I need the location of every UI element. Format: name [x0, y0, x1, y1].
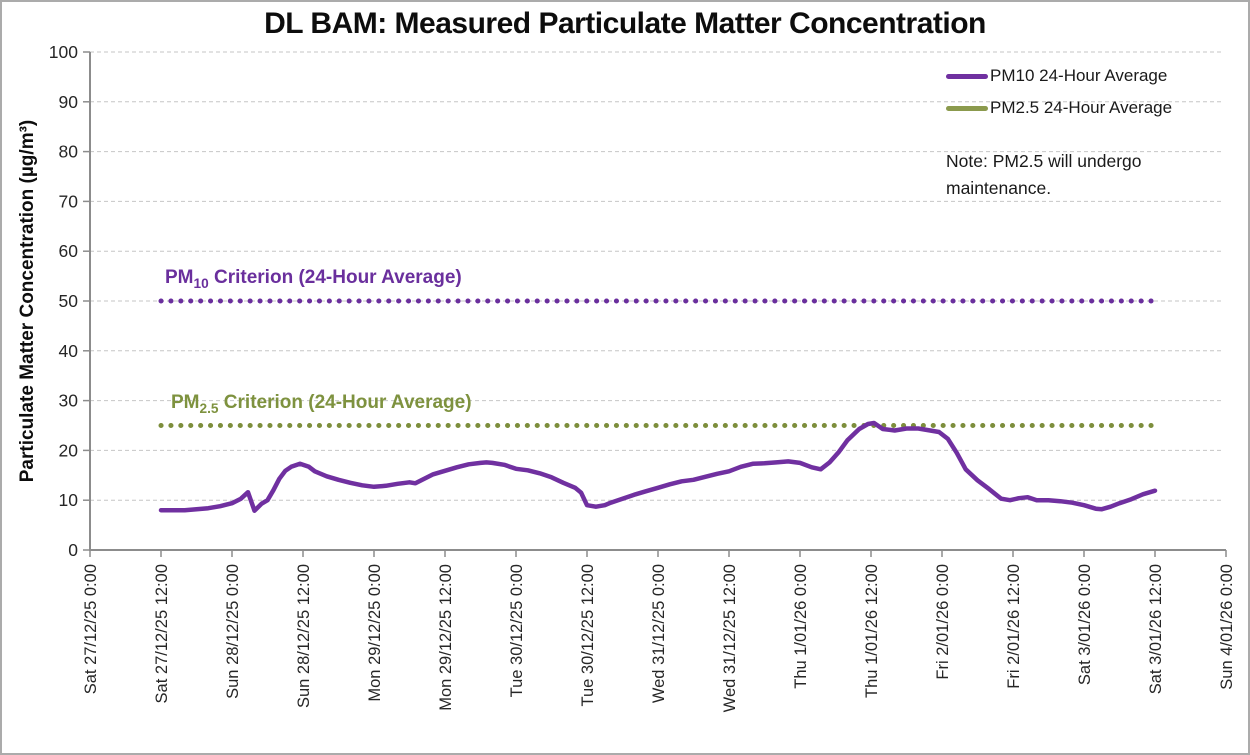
- pm25-criterion-prefix: PM: [171, 392, 200, 413]
- x-tick-label: Sun 28/12/25 12:00: [295, 564, 313, 708]
- y-tick-label: 70: [59, 191, 79, 211]
- x-tick-label: Thu 1/01/26 0:00: [792, 564, 810, 689]
- x-tick-label: Mon 29/12/25 12:00: [437, 564, 455, 711]
- x-tick-label: Fri 2/01/26 12:00: [1005, 564, 1023, 689]
- y-axis-title: Particulate Matter Concentration (µg/m³): [17, 119, 38, 483]
- legend-label-pm10: PM10 24-Hour Average: [990, 66, 1168, 85]
- pm10-criterion-label: PM10 Criterion (24-Hour Average): [165, 267, 462, 291]
- x-tick-label: Fri 2/01/26 0:00: [934, 564, 952, 680]
- y-tick-label: 0: [68, 540, 78, 560]
- x-tick-label: Tue 30/12/25 0:00: [508, 564, 526, 697]
- x-tick-label: Sat 27/12/25 0:00: [82, 564, 100, 694]
- y-tick-label: 100: [49, 42, 78, 62]
- pm25-criterion-rest: Criterion (24-Hour Average): [218, 392, 472, 413]
- pm25-criterion-sub: 2.5: [199, 400, 219, 416]
- legend: PM10 24-Hour Average PM2.5 24-Hour Avera…: [946, 60, 1172, 124]
- pm10-criterion-prefix: PM: [165, 267, 194, 288]
- chart-title: DL BAM: Measured Particulate Matter Conc…: [264, 7, 986, 40]
- pm25-line-swatch-icon: [946, 105, 988, 111]
- y-tick-label: 40: [59, 341, 79, 361]
- x-tick-label: Sat 3/01/26 0:00: [1076, 564, 1094, 685]
- pm10-line-swatch-icon: [946, 73, 988, 79]
- legend-label-pm25: PM2.5 24-Hour Average: [990, 98, 1173, 117]
- maintenance-note-line-1: Note: PM2.5 will undergo: [946, 151, 1142, 171]
- legend-item-pm25: PM2.5 24-Hour Average: [946, 92, 1172, 124]
- x-tick-label: Sat 27/12/25 12:00: [153, 564, 171, 703]
- maintenance-note: Note: PM2.5 will undergo maintenance.: [946, 148, 1142, 202]
- pm10-criterion-sub: 10: [193, 275, 209, 291]
- x-tick-label: Mon 29/12/25 0:00: [366, 564, 384, 702]
- y-tick-label: 10: [59, 490, 79, 510]
- y-tick-label: 80: [59, 142, 79, 162]
- y-tick-label: 50: [59, 291, 79, 311]
- y-tick-label: 30: [59, 391, 79, 411]
- y-tick-label: 20: [59, 440, 79, 460]
- x-tick-label: Tue 30/12/25 12:00: [579, 564, 597, 707]
- x-tick-label: Wed 31/12/25 12:00: [721, 564, 739, 712]
- pm25-criterion-label: PM2.5 Criterion (24-Hour Average): [171, 392, 472, 416]
- pm10-series-line: [158, 420, 1158, 513]
- pm10-criterion-rest: Criterion (24-Hour Average): [208, 267, 462, 288]
- x-tick-label: Thu 1/01/26 12:00: [863, 564, 881, 698]
- x-tick-label: Sat 3/01/26 12:00: [1147, 564, 1165, 694]
- maintenance-note-line-2: maintenance.: [946, 178, 1052, 198]
- x-tick-label: Wed 31/12/25 0:00: [650, 564, 668, 703]
- x-tick-label: Sun 28/12/25 0:00: [224, 564, 242, 699]
- y-tick-label: 60: [59, 241, 79, 261]
- legend-item-pm10: PM10 24-Hour Average: [946, 60, 1172, 92]
- y-tick-label: 90: [59, 92, 79, 112]
- x-tick-label: Sun 4/01/26 0:00: [1218, 564, 1236, 690]
